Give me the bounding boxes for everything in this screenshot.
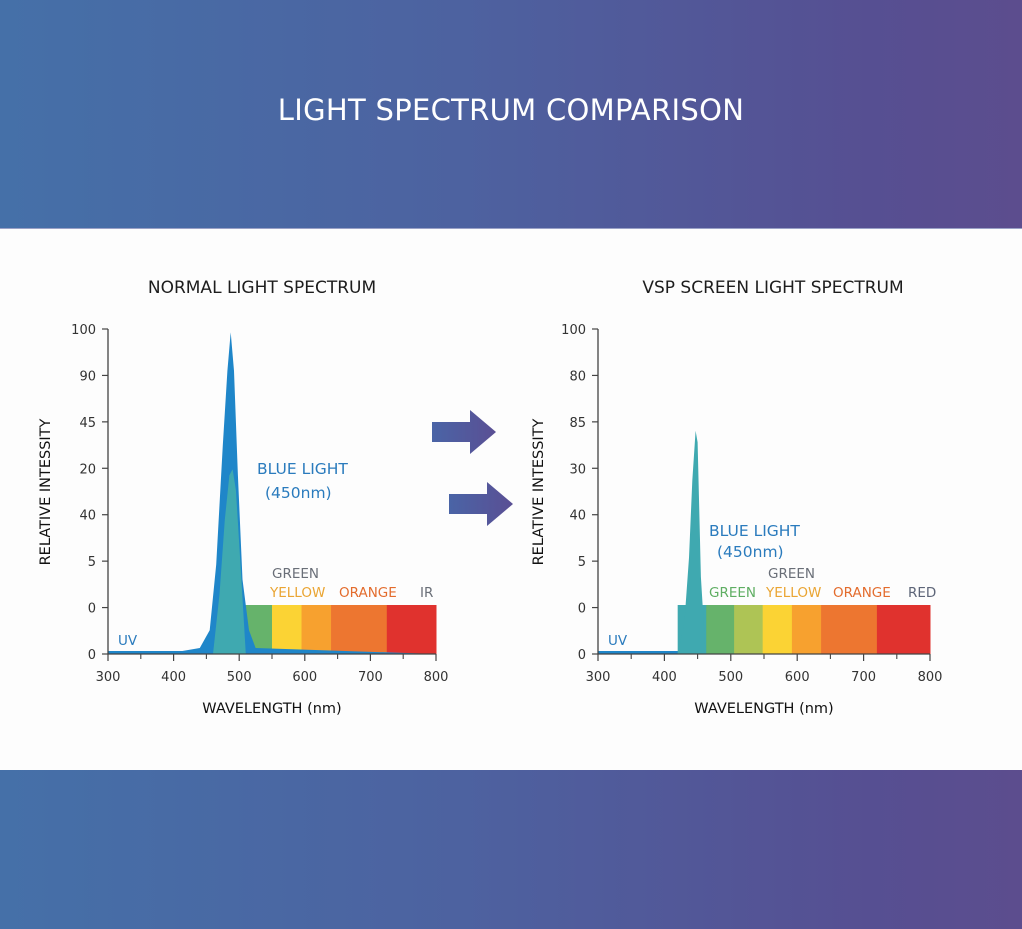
spectrum-peak-0 [677,430,706,654]
x-axis-label: WAVELENGTH (nm) [202,701,341,717]
x-tick-label: 500 [718,670,743,685]
y-tick-label: 90 [79,369,96,384]
spectrum-band-segment-5 [791,605,822,654]
spectrum-band-segment-4 [301,605,332,654]
arrow-right-icon [432,410,496,454]
y-tick-label: 0 [88,648,96,663]
page-title: LIGHT SPECTRUM COMPARISON [277,93,745,127]
y-tick-label: 45 [79,416,96,431]
wavelength-annotation: (450nm) [265,484,332,502]
x-tick-label: 300 [96,670,121,685]
normal-spectrum-chart: NORMAL LIGHT SPECTRUM 0 0 5 40 20 45 90 100 300 40… [38,278,449,717]
spectrum-band-orange [331,605,388,654]
x-tick-label: 600 [785,670,810,685]
x-tick-label: 400 [652,670,677,685]
chart-title: NORMAL LIGHT SPECTRUM [148,278,376,298]
x-tick-label: 400 [161,670,186,685]
band-label-yellow: YELLOW [269,585,325,601]
y-tick-label: 85 [569,416,586,431]
band-label-green: GREEN [272,566,319,582]
chart-title: VSP SCREEN LIGHT SPECTRUM [642,278,903,298]
y-tick-label: 40 [569,509,586,524]
band-label-ir: IR [420,585,433,601]
x-tick-label: 700 [358,670,383,685]
spectrum-band-segment-3 [734,605,764,654]
y-axis-label: RELATIVE INTESSITY [38,418,54,565]
band-label-red: RED [908,585,936,601]
x-axis-label: WAVELENGTH (nm) [694,701,833,717]
spectrum-band-uv [108,651,214,654]
y-tick-label: 40 [79,509,96,524]
x-tick-label: 500 [227,670,252,685]
y-axis-label: RELATIVE INTESSITY [531,418,547,565]
header-band: LIGHT SPECTRUM COMPARISON [0,0,1022,229]
x-tick-label: 800 [424,670,449,685]
spectrum-band-yellow [272,605,303,654]
chart-panel: NORMAL LIGHT SPECTRUM 0 0 5 40 20 45 90 100 300 40… [0,229,1022,770]
band-label-uv: UV [608,633,628,649]
y-tick-label: 30 [569,462,586,477]
x-tick-label: 600 [292,670,317,685]
spectrum-band-green [706,605,735,654]
band-label-extra: GREEN [768,566,815,582]
spectrum-band-orange [821,605,878,654]
spectrum-band-red [876,605,931,654]
band-label-yellow: YELLOW [765,585,821,601]
spectrum-band-yellow [762,605,793,654]
y-tick-label: 80 [569,369,586,384]
y-tick-label: 0 [578,648,586,663]
y-tick-label: 5 [578,555,586,570]
band-label-uv: UV [118,633,138,649]
blue-light-annotation: BLUE LIGHT [709,522,800,540]
band-label-orange: ORANGE [833,585,891,601]
y-tick-label: 100 [71,323,96,338]
y-tick-label: 20 [79,462,96,477]
spectrum-peak-1 [213,469,246,654]
y-tick-label: 0 [88,602,96,617]
spectrum-band-uv [598,651,679,654]
y-tick-label: 100 [561,323,586,338]
y-tick-label: 0 [578,602,586,617]
spectrum-band-ir [386,605,437,654]
wavelength-annotation: (450nm) [717,543,784,561]
x-tick-label: 800 [918,670,943,685]
footer-band [0,770,1022,929]
y-tick-label: 5 [88,555,96,570]
x-tick-label: 300 [586,670,611,685]
band-label-green: GREEN [709,585,756,601]
vsp-spectrum-chart: VSP SCREEN LIGHT SPECTRUM 0 0 5 40 30 85 80 100 3… [531,278,943,717]
x-tick-label: 700 [851,670,876,685]
band-label-orange: ORANGE [339,585,397,601]
blue-light-annotation: BLUE LIGHT [257,460,348,478]
arrow-right-icon [449,482,513,526]
